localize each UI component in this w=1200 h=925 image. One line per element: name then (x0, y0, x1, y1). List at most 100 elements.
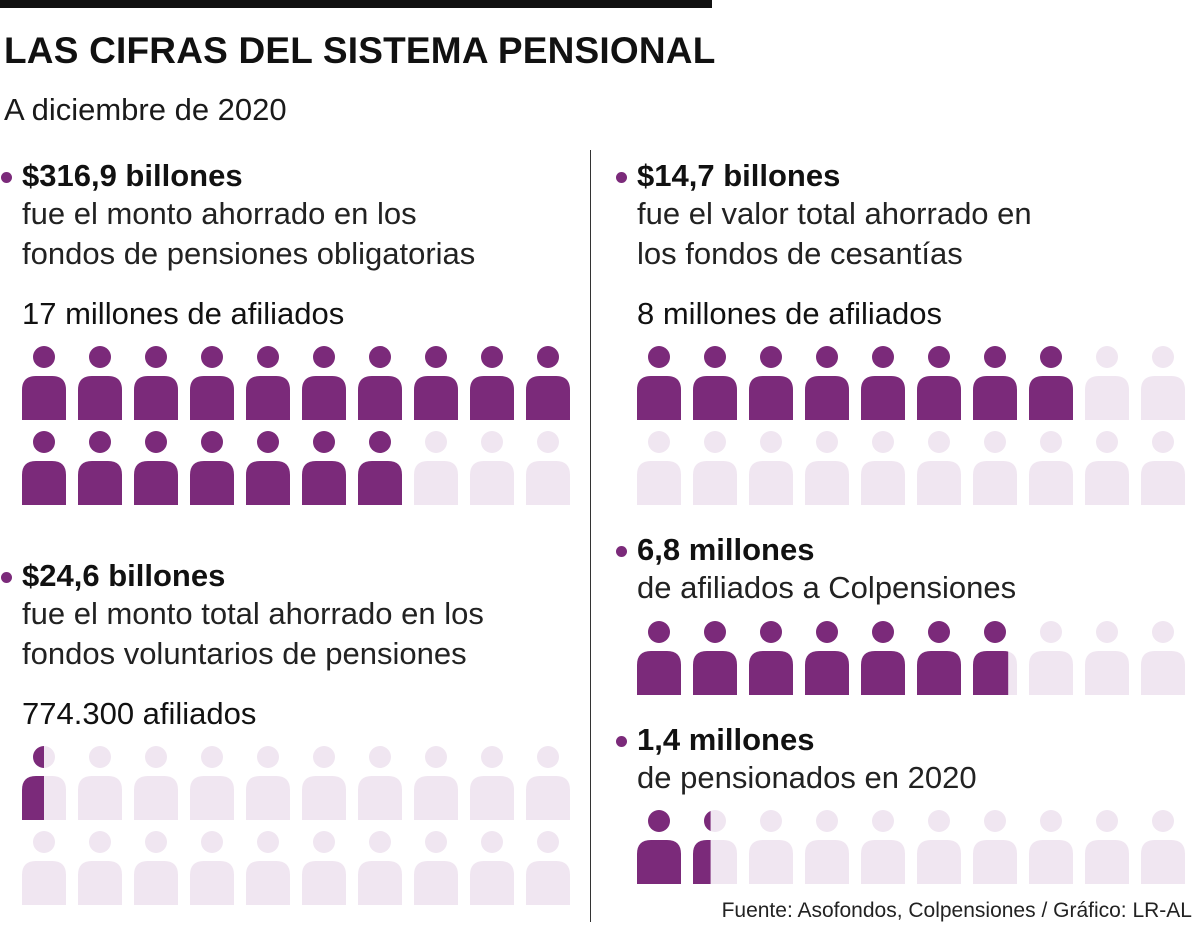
person-icon-filled (190, 346, 234, 420)
person-icon-empty (190, 746, 234, 820)
obligatorias-count-label: 17 millones de afiliados (22, 296, 345, 331)
cesantias-desc-line2: los fondos de cesantías (637, 236, 963, 271)
person-icon-filled (917, 621, 961, 695)
person-icon-filled (805, 346, 849, 420)
voluntarios-icon-grid (22, 746, 570, 906)
person-icon-filled (637, 346, 681, 420)
person-icon-filled (302, 346, 346, 420)
person-icon-empty (246, 746, 290, 820)
colpensiones-headline: 6,8 millones (637, 532, 815, 567)
person-icon-filled (78, 346, 122, 420)
voluntarios-headline: $24,6 billones (22, 558, 226, 593)
person-icon-empty (917, 431, 961, 505)
person-icon-partial (973, 621, 1017, 695)
person-icon-filled (917, 346, 961, 420)
person-icon-filled (861, 621, 905, 695)
person-icon-filled (526, 346, 570, 420)
person-icon-filled (246, 346, 290, 420)
person-icon-partial (22, 746, 66, 820)
person-icon-filled (693, 621, 737, 695)
person-icon-filled (134, 346, 178, 420)
obligatorias-icon-grid (22, 346, 570, 506)
bullet-dot (1, 572, 12, 583)
person-icon-empty (1085, 810, 1129, 884)
person-icon-filled (1029, 346, 1073, 420)
person-icon-filled (134, 431, 178, 505)
person-icon-empty (302, 831, 346, 905)
person-icon-filled (637, 621, 681, 695)
person-icon-filled (246, 431, 290, 505)
person-icon-empty (805, 810, 849, 884)
cesantias-icon-grid (637, 346, 1185, 506)
person-icon-empty (78, 746, 122, 820)
person-icon-empty (414, 431, 458, 505)
person-icon-filled (414, 346, 458, 420)
colpensiones-icon-grid (637, 621, 1185, 696)
source-credit: Fuente: Asofondos, Colpensiones / Gráfic… (721, 899, 1192, 922)
person-icon-filled (22, 431, 66, 505)
person-icon-empty (470, 431, 514, 505)
person-icon-empty (861, 431, 905, 505)
person-icon-filled (22, 346, 66, 420)
person-icon-filled (861, 346, 905, 420)
person-icon-filled (693, 346, 737, 420)
person-icon-filled (190, 431, 234, 505)
page-subtitle: A diciembre de 2020 (4, 92, 287, 127)
person-icon-empty (470, 831, 514, 905)
person-icon-empty (917, 810, 961, 884)
pensionados-icon-grid (637, 810, 1185, 885)
person-icon-empty (134, 831, 178, 905)
person-icon-empty (414, 746, 458, 820)
cesantias-count-label: 8 millones de afiliados (637, 296, 943, 331)
bullet-dot (1, 172, 12, 183)
person-icon-empty (693, 431, 737, 505)
person-icon-empty (358, 746, 402, 820)
person-icon-filled (78, 431, 122, 505)
obligatorias-desc-line1: fue el monto ahorrado en los (22, 196, 417, 231)
bullet-dot (616, 172, 627, 183)
section-cesantias: $14,7 billones fue el valor total ahorra… (616, 158, 1032, 274)
person-icon-filled (470, 346, 514, 420)
person-icon-empty (78, 831, 122, 905)
person-icon-empty (805, 431, 849, 505)
person-icon-empty (1029, 621, 1073, 695)
section-voluntarios: $24,6 billones fue el monto total ahorra… (1, 558, 484, 674)
person-icon-empty (1029, 431, 1073, 505)
person-icon-filled (302, 431, 346, 505)
person-icon-partial (693, 810, 737, 884)
person-icon-empty (1141, 346, 1185, 420)
page-title: LAS CIFRAS DEL SISTEMA PENSIONAL (4, 30, 716, 71)
person-icon-empty (134, 746, 178, 820)
section-pensionados: 1,4 millones de pensionados en 2020 (616, 722, 977, 798)
bullet-dot (616, 736, 627, 747)
person-icon-empty (749, 810, 793, 884)
person-icon-empty (1085, 431, 1129, 505)
person-icon-empty (414, 831, 458, 905)
person-icon-filled (973, 346, 1017, 420)
person-icon-empty (302, 746, 346, 820)
voluntarios-count-label: 774.300 afiliados (22, 696, 257, 731)
section-obligatorias: $316,9 billones fue el monto ahorrado en… (1, 158, 475, 274)
top-rule (0, 0, 712, 8)
person-icon-empty (22, 831, 66, 905)
obligatorias-headline: $316,9 billones (22, 158, 243, 193)
bullet-dot (616, 546, 627, 557)
voluntarios-desc-line1: fue el monto total ahorrado en los (22, 596, 484, 631)
person-icon-filled (749, 346, 793, 420)
person-icon-empty (973, 810, 1017, 884)
pensionados-desc-line1: de pensionados en 2020 (637, 760, 977, 795)
person-icon-empty (1085, 621, 1129, 695)
person-icon-empty (749, 431, 793, 505)
person-icon-empty (1141, 810, 1185, 884)
colpensiones-desc-line1: de afiliados a Colpensiones (637, 570, 1017, 605)
cesantias-headline: $14,7 billones (637, 158, 841, 193)
person-icon-filled (358, 346, 402, 420)
person-icon-filled (749, 621, 793, 695)
column-divider (590, 150, 591, 922)
person-icon-empty (246, 831, 290, 905)
person-icon-filled (637, 810, 681, 884)
voluntarios-desc-line2: fondos voluntarios de pensiones (22, 636, 467, 671)
section-colpensiones: 6,8 millones de afiliados a Colpensiones (616, 532, 1017, 608)
person-icon-empty (526, 831, 570, 905)
person-icon-empty (1085, 346, 1129, 420)
